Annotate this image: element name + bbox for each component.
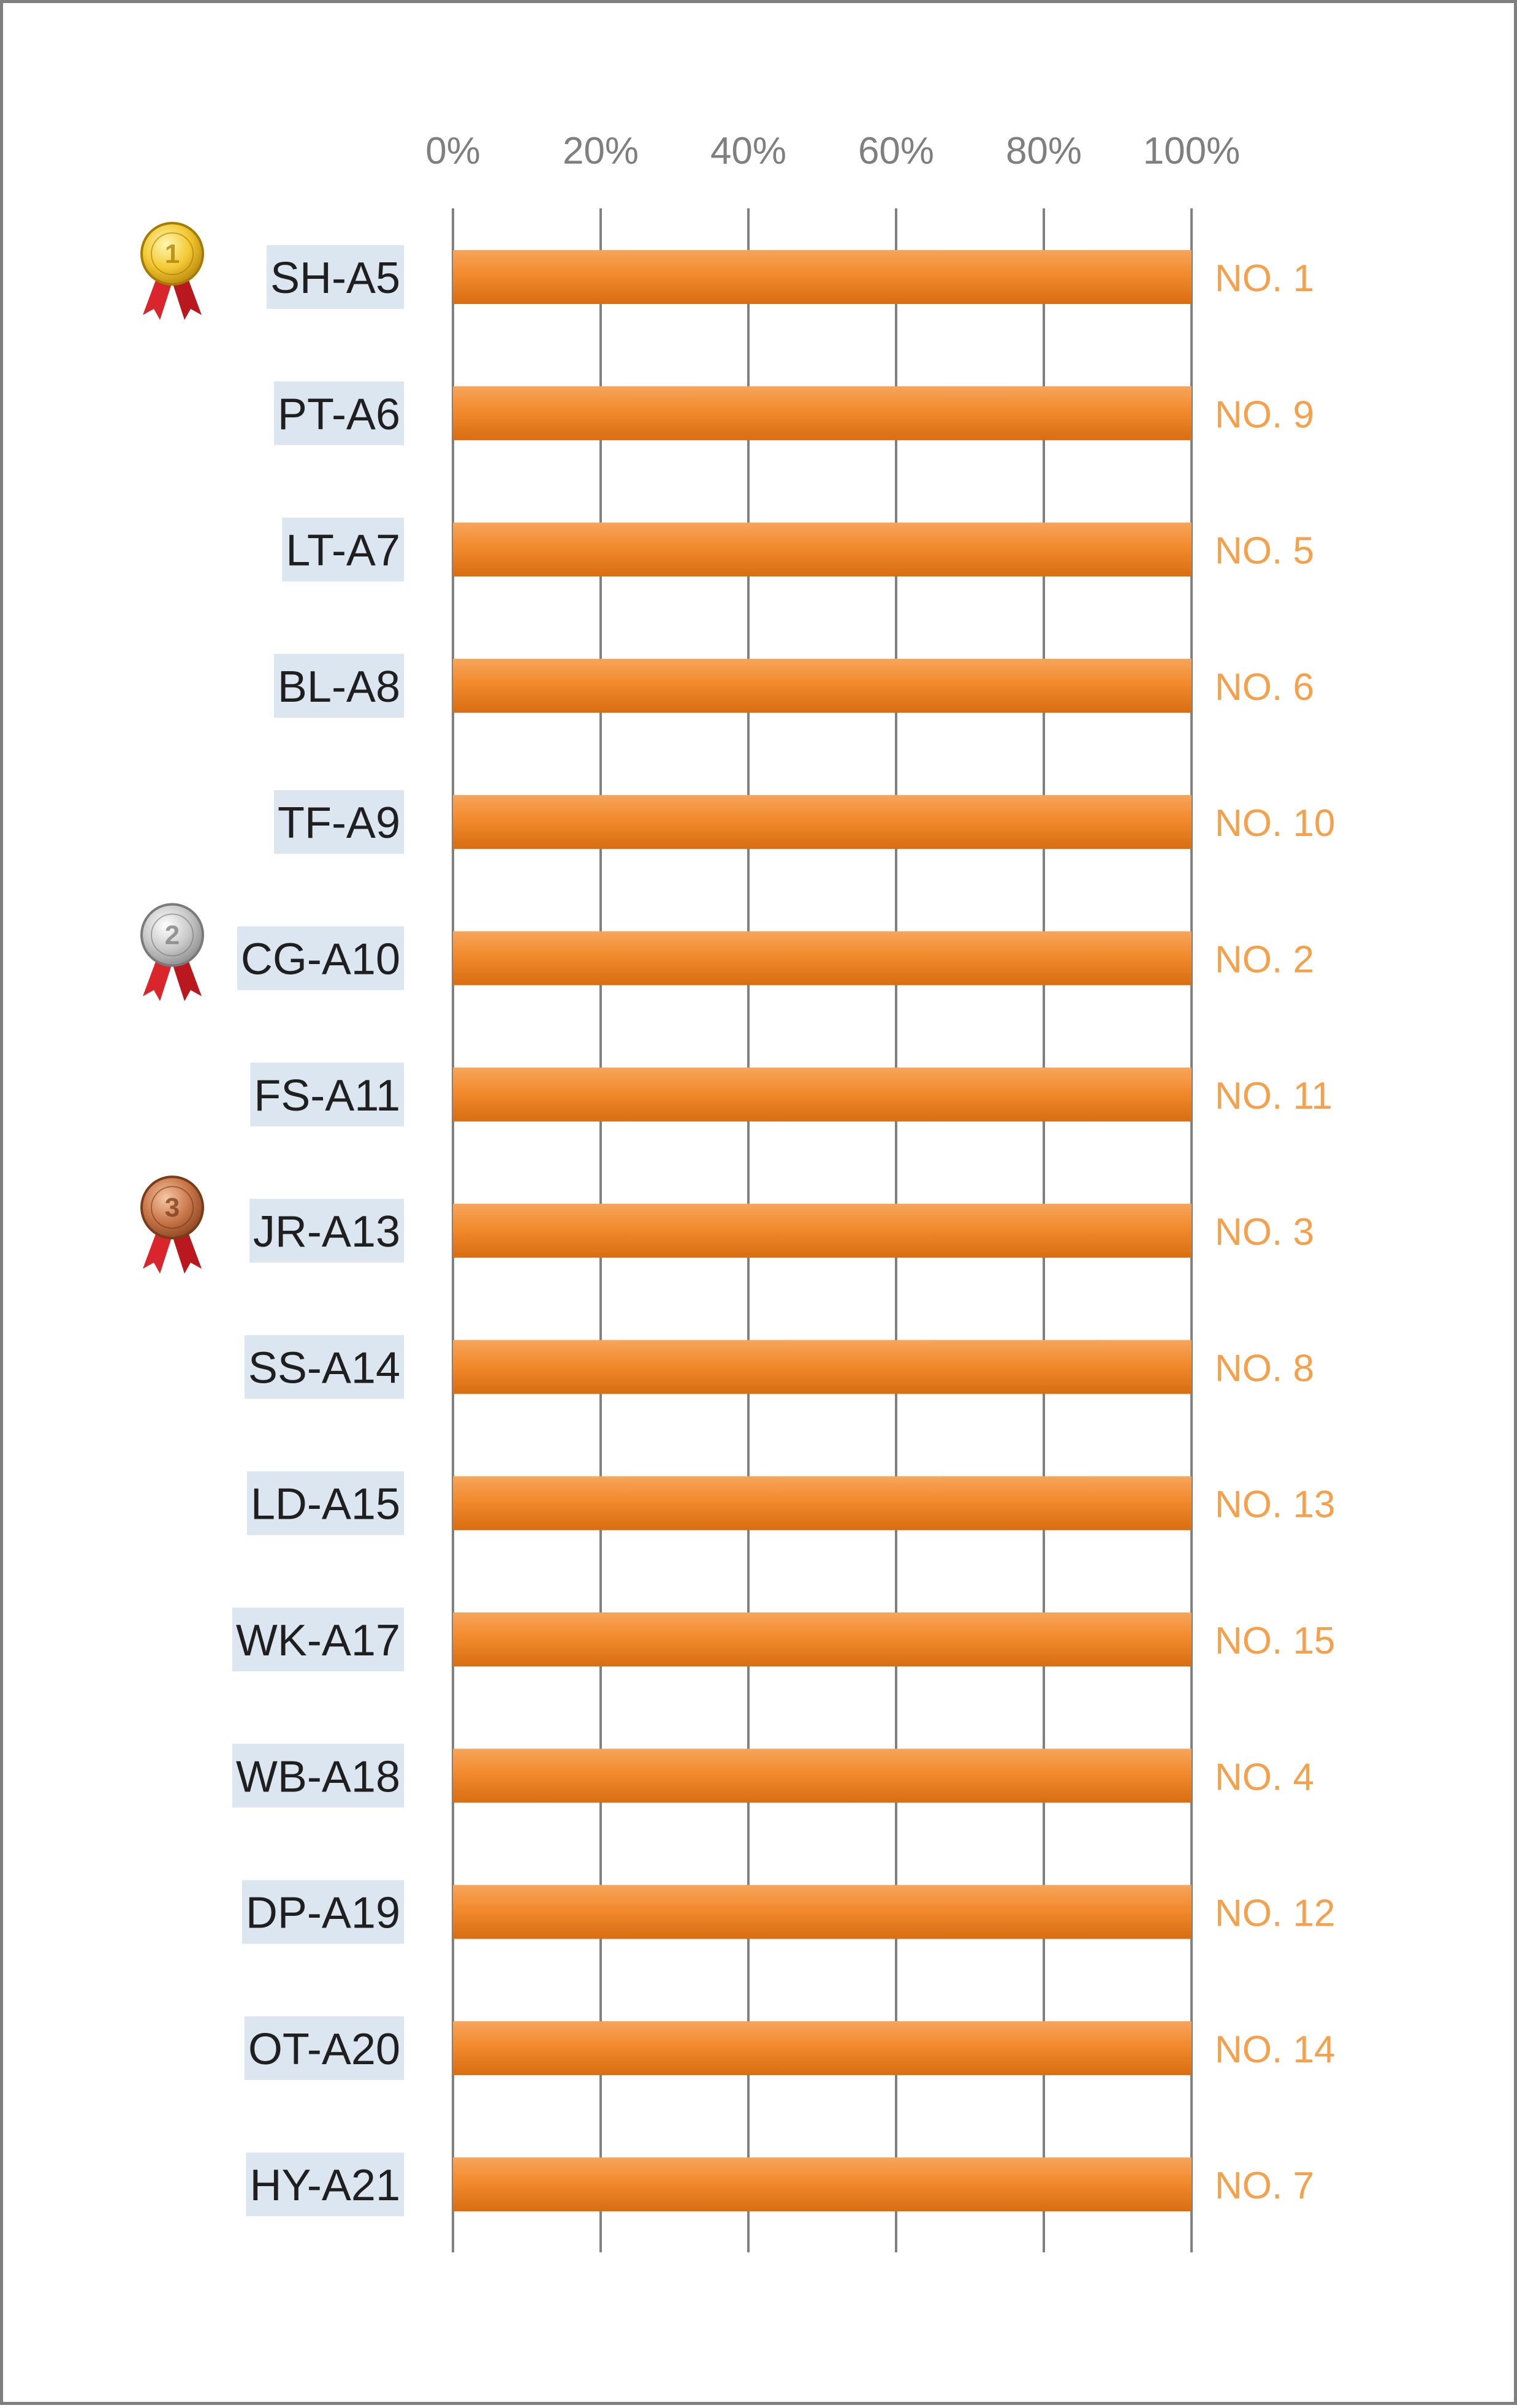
category-label-background: [244, 2016, 404, 2080]
category-label-background: [244, 1335, 404, 1399]
data-label: NO. 14: [1215, 2029, 1335, 2071]
bar: [453, 522, 1192, 577]
category-label: TF-A9: [278, 799, 400, 848]
x-tick-label: 60%: [858, 130, 934, 172]
category-label: BL-A8: [278, 663, 400, 712]
medals: 1 2 3: [140, 222, 204, 1274]
bar: [453, 1885, 1192, 1939]
bar: [453, 2021, 1192, 2075]
bar-chart: 0% 20% 40% 60% 80% 100% SH-A5 PT-A6 LT-A7 BL-A8 T…: [140, 130, 1335, 2252]
x-tick-label: 80%: [1006, 130, 1082, 172]
bar: [453, 250, 1192, 304]
category-label-background: [273, 381, 404, 446]
category-label-background: [249, 1199, 404, 1263]
category-label-background: [232, 1608, 404, 1671]
category-label-background: [273, 653, 404, 718]
bar: [453, 1340, 1192, 1394]
category-label-background: [282, 517, 404, 582]
category-label: OT-A20: [248, 2025, 400, 2074]
medal-rank: 1: [165, 239, 180, 269]
data-label: NO. 1: [1215, 257, 1314, 300]
bar: [453, 1612, 1192, 1666]
x-tick-label: 20%: [563, 130, 639, 172]
data-label: NO. 2: [1215, 939, 1314, 981]
bar: [453, 1067, 1192, 1122]
gold-medal-icon: 1: [140, 222, 204, 320]
category-label: DP-A19: [246, 1889, 400, 1938]
bars: [453, 250, 1192, 2212]
category-label: WB-A18: [236, 1752, 400, 1801]
category-label-background: [246, 1471, 404, 1535]
medal-disc: [140, 903, 204, 967]
category-label: SS-A14: [248, 1343, 400, 1392]
data-label: NO. 5: [1215, 530, 1314, 572]
category-label: WK-A17: [236, 1616, 400, 1665]
data-label: NO. 12: [1215, 1893, 1335, 1935]
category-label: FS-A11: [254, 1071, 400, 1120]
x-tick-label: 0%: [425, 130, 481, 172]
x-tick-label: 100%: [1143, 130, 1241, 172]
data-label: NO. 3: [1215, 1211, 1314, 1253]
bar: [453, 658, 1192, 713]
medal-inner-ring: [151, 232, 194, 275]
data-label: NO. 15: [1215, 1620, 1335, 1662]
data-label: NO. 10: [1215, 802, 1335, 845]
category-labels: SH-A5 PT-A6 LT-A7 BL-A8 TF-A9 CG-A10 FS-A11 JR-…: [232, 245, 404, 2217]
category-label: PT-A6: [278, 390, 400, 439]
bar: [453, 1204, 1192, 1258]
data-label: NO. 4: [1215, 1756, 1314, 1798]
category-label-background: [246, 2152, 404, 2217]
bar: [453, 1749, 1192, 1803]
data-label: NO. 8: [1215, 1347, 1314, 1389]
category-label: CG-A10: [241, 935, 400, 984]
category-label-background: [237, 926, 404, 990]
category-label: LT-A7: [286, 526, 400, 575]
medal-disc: [140, 1176, 204, 1240]
data-label: NO. 9: [1215, 393, 1314, 436]
silver-medal-icon: 2: [140, 903, 204, 1001]
data-labels: NO. 1 NO. 9 NO. 5 NO. 6 NO. 10 NO. 2 NO. 11 NO.…: [1215, 257, 1335, 2207]
bar: [453, 1476, 1192, 1530]
medal-rank: 3: [165, 1193, 180, 1223]
category-label-background: [232, 1744, 404, 1808]
bar: [453, 386, 1192, 441]
x-tick-label: 40%: [710, 130, 786, 172]
medal-disc: [140, 222, 204, 286]
medal-inner-ring: [151, 1186, 194, 1229]
bar: [453, 931, 1192, 986]
category-label: SH-A5: [270, 254, 400, 303]
medal-rank: 2: [165, 921, 180, 951]
bar: [453, 795, 1192, 849]
data-label: NO. 13: [1215, 1484, 1335, 1526]
category-label-background: [273, 790, 404, 854]
data-label: NO. 7: [1215, 2165, 1314, 2207]
bronze-medal-icon: 3: [140, 1176, 204, 1274]
category-label-background: [250, 1062, 404, 1126]
category-label: JR-A13: [253, 1207, 400, 1256]
x-axis-tick-labels: 0% 20% 40% 60% 80% 100%: [425, 130, 1240, 172]
data-label: NO. 11: [1215, 1075, 1333, 1117]
medal-inner-ring: [151, 913, 194, 957]
category-label-background: [266, 245, 404, 309]
category-label-background: [241, 1880, 404, 1944]
category-label: HY-A21: [250, 2161, 401, 2210]
data-label: NO. 6: [1215, 666, 1314, 708]
category-label: LD-A15: [251, 1480, 400, 1529]
bar: [453, 2157, 1192, 2212]
